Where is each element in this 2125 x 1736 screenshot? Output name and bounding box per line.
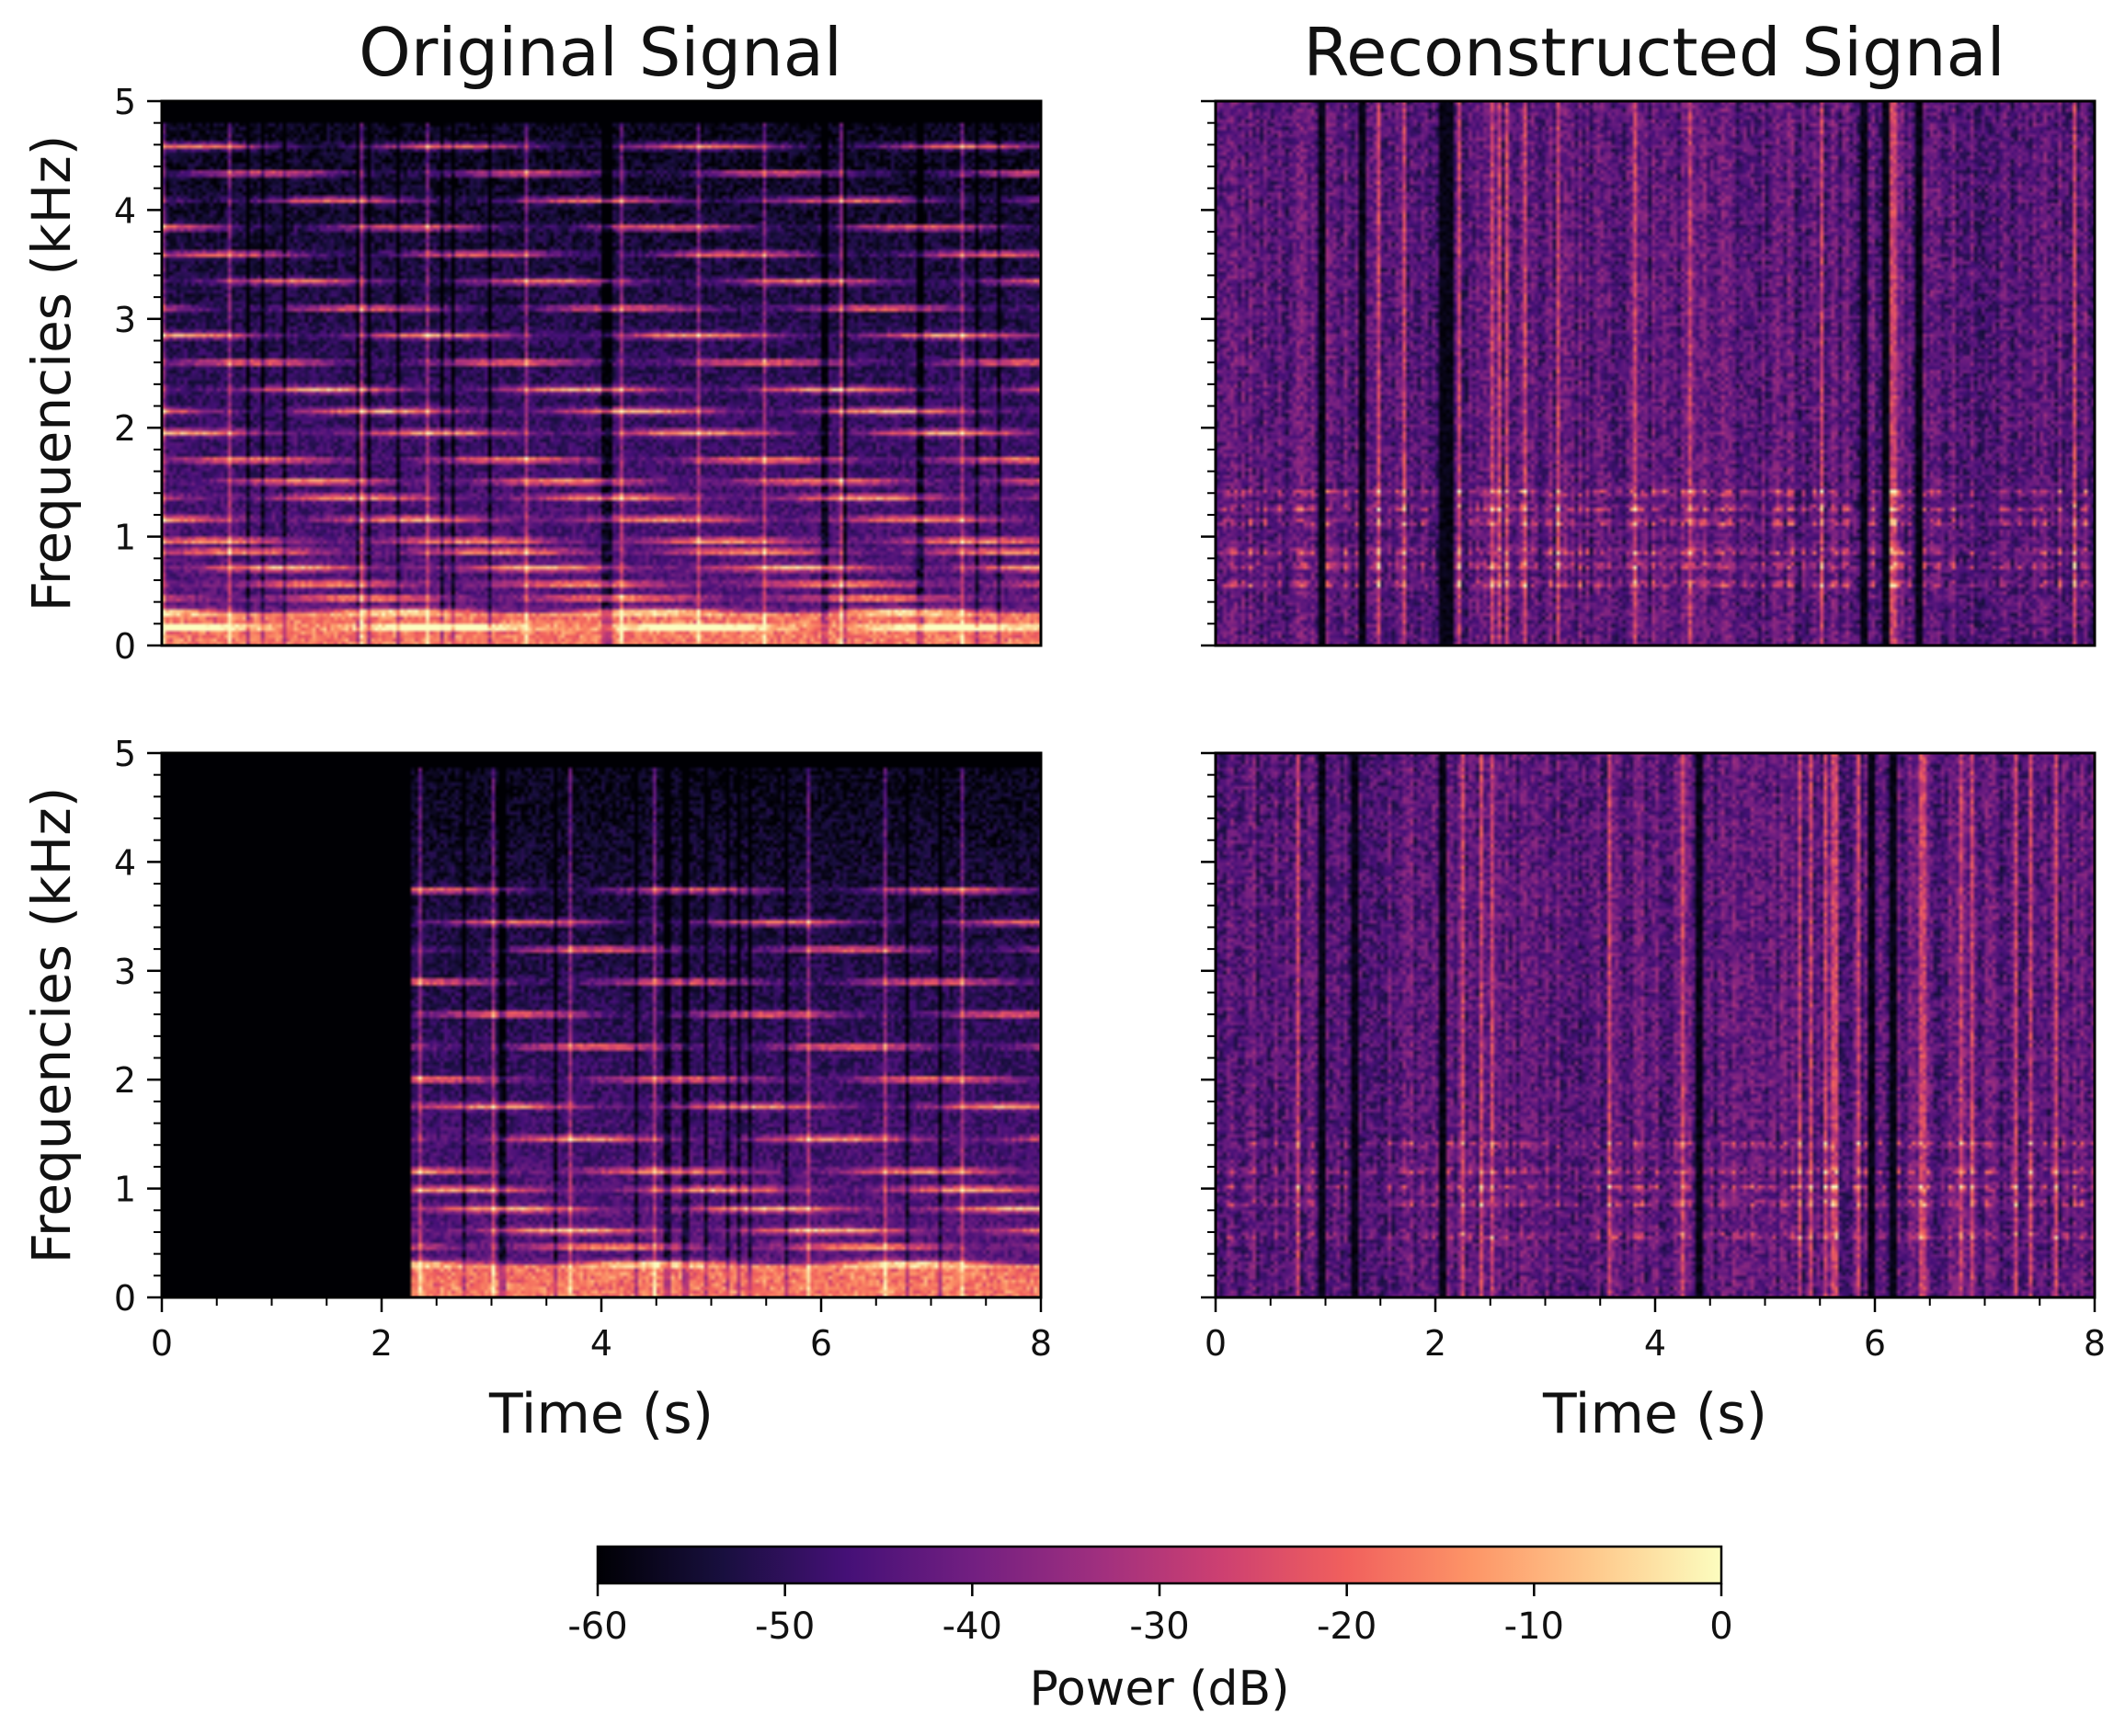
x-tick-label: 2 (1424, 1323, 1446, 1364)
y-tick-label: 3 (114, 952, 136, 992)
x-axis-original-bottom: 0 2 4 6 8 Time (s) (151, 1297, 1052, 1446)
colorbar-tick-label: -60 (567, 1605, 627, 1648)
y-tick-label: 1 (114, 518, 136, 558)
panel-original-bottom: 0 1 2 3 4 5 Frequencies (kHz) 0 2 4 6 8 … (20, 734, 1052, 1446)
colorbar-tick-label: -50 (755, 1605, 815, 1648)
panel-reconstructed-bottom: 0 2 4 6 8 Time (s) (1201, 751, 2106, 1446)
panel-title-original: Original Signal (359, 14, 842, 91)
y-tick-label: 3 (114, 300, 136, 340)
spectrogram-reconstructed-bottom (1216, 753, 2095, 1297)
colorbar-tick-label: -40 (943, 1605, 1002, 1648)
x-axis-label: Time (s) (488, 1382, 714, 1446)
y-tick-label: 1 (114, 1170, 136, 1210)
axes-frame-reconstructed-top (1214, 99, 2096, 647)
y-tick-label: 0 (114, 1278, 136, 1319)
y-tick-label: 4 (114, 842, 136, 883)
panel-reconstructed-top: Reconstructed Signal (1201, 14, 2096, 647)
colorbar-gradient (596, 1545, 1723, 1585)
y-axis-label: Frequencies (kHz) (20, 787, 83, 1264)
x-axis-label: Time (s) (1542, 1382, 1767, 1446)
spectrogram-original-top (162, 101, 1041, 645)
colorbar-tick-label: -10 (1504, 1605, 1564, 1648)
x-tick-label: 6 (810, 1323, 832, 1364)
y-axis-reconstructed-bottom (1201, 751, 1216, 1299)
x-tick-label: 0 (151, 1323, 173, 1364)
colorbar-tick-label: -30 (1129, 1605, 1189, 1648)
y-tick-label: 5 (114, 734, 136, 774)
x-tick-label: 4 (590, 1323, 612, 1364)
y-tick-label: 4 (114, 190, 136, 231)
y-axis-reconstructed-top (1201, 99, 1216, 647)
spectrogram-reconstructed-top (1216, 101, 2095, 645)
x-tick-label: 8 (2084, 1323, 2106, 1364)
y-tick-label: 5 (114, 82, 136, 122)
x-tick-label: 4 (1644, 1323, 1666, 1364)
y-axis-label: Frequencies (kHz) (20, 135, 83, 612)
panel-title-reconstructed: Reconstructed Signal (1303, 14, 2005, 91)
y-tick-label: 2 (114, 408, 136, 449)
y-axis-original-bottom: 0 1 2 3 4 5 Frequencies (kHz) (20, 734, 162, 1319)
y-axis-original-top: 0 1 2 3 4 5 Frequencies (kHz) (20, 82, 162, 667)
axes-frame-original-top (160, 99, 1043, 647)
colorbar-tick-label: -20 (1317, 1605, 1377, 1648)
colorbar-label: Power (dB) (1029, 1662, 1289, 1717)
spectrogram-original-bottom (162, 753, 1041, 1297)
y-tick-label: 2 (114, 1060, 136, 1101)
x-tick-label: 8 (1030, 1323, 1052, 1364)
x-axis-reconstructed-bottom: 0 2 4 6 8 Time (s) (1205, 1297, 2106, 1446)
colorbar-tick-label: 0 (1709, 1605, 1732, 1648)
y-tick-label: 0 (114, 626, 136, 667)
colorbar: -60 -50 -40 -30 -20 -10 0 Power (dB) (567, 1545, 1733, 1717)
panel-original-top: Original Signal 0 1 2 3 4 5 Frequencies … (20, 14, 1043, 667)
x-tick-label: 2 (371, 1323, 393, 1364)
x-tick-label: 6 (1864, 1323, 1886, 1364)
x-tick-label: 0 (1205, 1323, 1227, 1364)
